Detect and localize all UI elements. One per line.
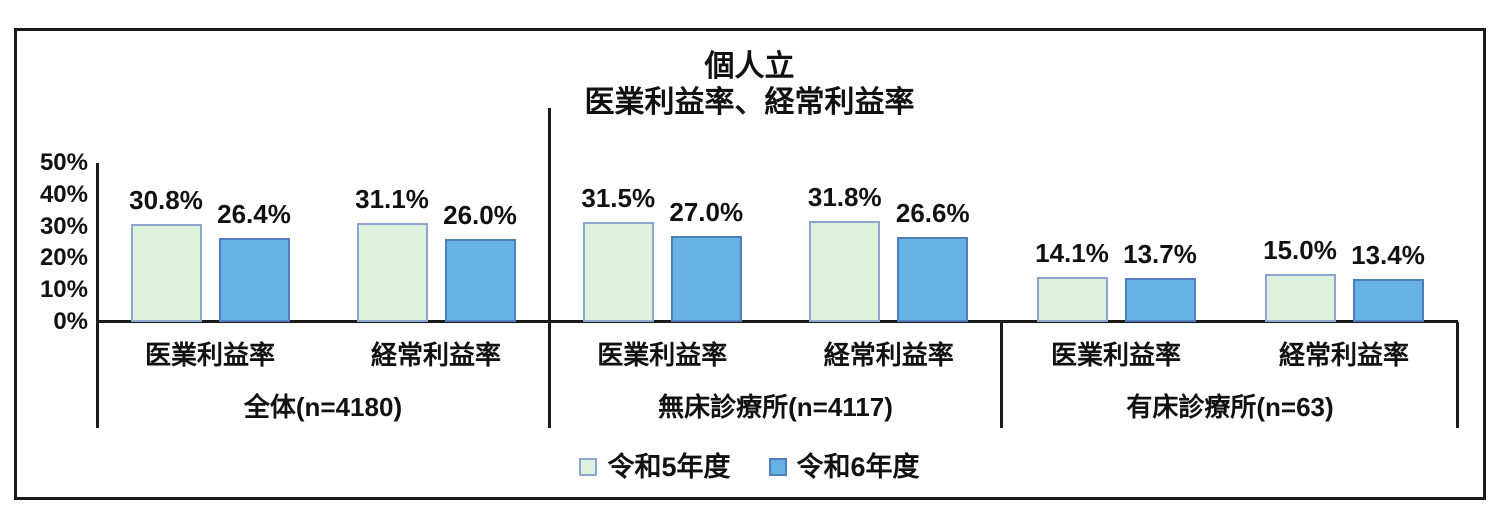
- bar-value-label: 31.5%: [581, 182, 656, 213]
- chart-subtitle: 医業利益率、経常利益率: [584, 86, 915, 119]
- legend-swatch-reiwa5: [579, 458, 598, 476]
- bar: [444, 239, 516, 322]
- legend-item-reiwa5: 令和5年度: [579, 452, 731, 482]
- legend-label-reiwa5: 令和5年度: [607, 452, 731, 482]
- y-axis-line: [96, 163, 99, 428]
- bar-value-label: 13.4%: [1351, 240, 1425, 271]
- bar: [1352, 279, 1424, 322]
- category-label: 経常利益率: [1278, 340, 1409, 370]
- bar: [356, 223, 428, 322]
- category-label: 経常利益率: [370, 340, 501, 370]
- bar: [218, 238, 290, 322]
- bar: [130, 224, 202, 322]
- bar: [1036, 277, 1108, 322]
- group-label: 無床診療所(n=4117): [658, 392, 893, 422]
- y-axis-tick-label: 50%: [39, 149, 88, 176]
- bar: [1264, 274, 1336, 322]
- legend-swatch-reiwa6: [768, 458, 787, 476]
- group-label: 有床診療所(n=63): [1126, 392, 1334, 422]
- category-label: 医業利益率: [1050, 340, 1181, 370]
- bar-value-label: 30.8%: [129, 185, 203, 216]
- bar: [897, 237, 969, 322]
- legend: 令和5年度 令和6年度: [0, 452, 1499, 482]
- y-axis-tick-label: 0%: [53, 308, 88, 335]
- bar-value-label: 31.8%: [807, 181, 882, 212]
- legend-item-reiwa6: 令和6年度: [768, 452, 920, 482]
- y-axis-tick-label: 10%: [39, 276, 88, 304]
- category-label: 医業利益率: [144, 340, 275, 370]
- group-divider-2: [1000, 322, 1003, 428]
- legend-label-reiwa6: 令和6年度: [796, 452, 920, 482]
- bar-value-label: 13.7%: [1123, 239, 1197, 270]
- x-axis-baseline: [96, 320, 1458, 323]
- bar-value-label: 15.0%: [1263, 235, 1337, 266]
- y-axis-tick-label: 30%: [39, 212, 88, 240]
- bar-value-label: 26.0%: [443, 200, 517, 231]
- y-axis-tick-label: 40%: [39, 180, 88, 208]
- chart-title: 個人立: [704, 50, 795, 83]
- bar-value-label: 31.1%: [355, 184, 429, 215]
- bar-value-label: 26.6%: [895, 198, 970, 229]
- category-label: 医業利益率: [597, 340, 728, 370]
- bar-value-label: 14.1%: [1035, 238, 1109, 269]
- axis-right-edge: [1456, 322, 1459, 428]
- bar: [582, 221, 654, 322]
- bar-value-label: 26.4%: [217, 199, 291, 230]
- category-label: 経常利益率: [823, 340, 954, 370]
- group-divider-1: [548, 108, 551, 428]
- bar: [1124, 278, 1196, 322]
- group-label: 全体(n=4180): [243, 392, 403, 422]
- bar: [670, 236, 742, 322]
- y-axis-tick-label: 20%: [39, 244, 88, 272]
- bar-value-label: 27.0%: [669, 197, 744, 228]
- bar: [809, 220, 881, 322]
